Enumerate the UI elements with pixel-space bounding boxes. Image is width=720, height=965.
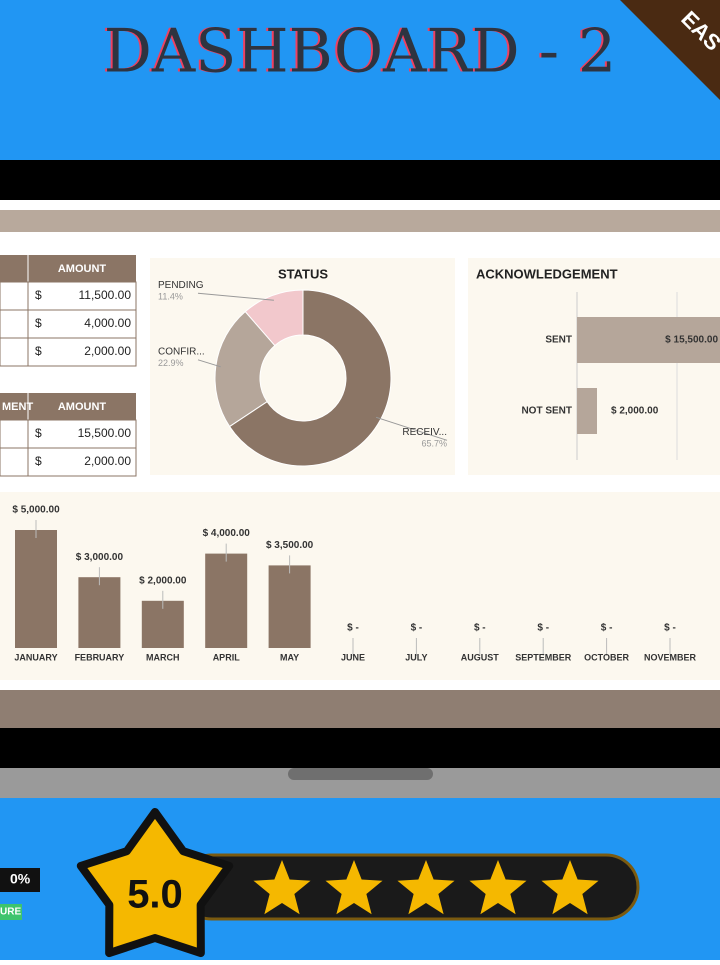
slice-label: CONFIR... [158, 346, 205, 357]
x-tick-label: JUNE [341, 652, 365, 662]
bar [577, 388, 597, 434]
bar-category: NOT SENT [521, 406, 572, 417]
badge [0, 868, 40, 892]
score-star [76, 808, 234, 958]
bar [268, 565, 311, 648]
slice-label: PENDING [158, 280, 204, 291]
slice-label: RECEIV... [402, 427, 447, 438]
chart-title: ACKNOWLEDGEMENT [476, 266, 618, 281]
x-tick-label: SEPTEMBER [515, 652, 572, 662]
rating-star [253, 860, 311, 915]
badge-percent: 0% [10, 871, 31, 887]
amount-cell: 11,500.00 [79, 288, 132, 302]
leader-line [375, 416, 448, 441]
bar-value: $ 4,000.00 [203, 528, 251, 539]
bar [78, 577, 121, 648]
rating-star [397, 860, 455, 915]
title-strip [0, 210, 720, 232]
bar-value: $ 2,000.00 [611, 406, 659, 417]
screen-bezel [0, 160, 720, 200]
screen-bezel [0, 728, 720, 768]
badge-strip [0, 904, 22, 920]
badge-text: URE [0, 907, 21, 918]
laptop-notch [288, 768, 433, 780]
title: DASHBOARD - 2 [104, 17, 616, 87]
amount-cell: 2,000.00 [84, 344, 131, 358]
donut-slice [214, 310, 276, 428]
x-tick-label: MAY [280, 652, 299, 662]
bar-value: $ 3,500.00 [266, 540, 314, 551]
x-tick-label: FEBRUARY [75, 652, 125, 662]
table-header [0, 393, 136, 420]
currency-cell: $ [35, 454, 42, 468]
bar-value: $ - [664, 623, 676, 634]
bar-value: $ 3,000.00 [76, 552, 124, 563]
donut-slice [228, 289, 392, 467]
x-tick-label: JULY [405, 652, 427, 662]
currency-cell: $ [35, 288, 42, 302]
x-tick-label: MARCH [146, 652, 180, 662]
ack-panel [468, 258, 720, 475]
bar [205, 553, 248, 648]
leader-line [197, 359, 221, 368]
currency-cell: $ [35, 426, 42, 440]
currency-cell: $ [35, 316, 42, 330]
slice-value: 11.4% [158, 292, 183, 302]
score: 5.0 [127, 873, 183, 917]
header-cell: MENT [2, 401, 33, 413]
footer-strip [0, 690, 720, 728]
table-header [0, 255, 136, 282]
bar-value: $ - [474, 623, 486, 634]
rating-star [541, 860, 599, 915]
table-row [0, 447, 137, 477]
currency-cell: $ [35, 344, 42, 358]
bar-value: $ 15,500.00 [665, 335, 718, 346]
rating-star [325, 860, 383, 915]
bar-value: $ - [411, 623, 423, 634]
table-row [0, 309, 137, 339]
ribbon [620, 0, 720, 100]
x-tick-label: AUGUST [461, 652, 500, 662]
bar [577, 317, 720, 363]
bar-value: $ - [347, 623, 359, 634]
rating-star [469, 860, 527, 915]
bar-category: SENT [545, 335, 572, 346]
amount-cell: 15,500.00 [78, 426, 132, 440]
amount-cell: 4,000.00 [84, 316, 131, 330]
x-tick-label: NOVEMBER [644, 652, 697, 662]
bar-value: $ - [601, 623, 613, 634]
x-tick-label: JANUARY [14, 652, 57, 662]
chart-title: STATUS [278, 266, 328, 281]
title-shadow: DASHBOARD - 2 [102, 17, 614, 87]
slice-value: 65.7% [421, 439, 447, 449]
amount-cell: 2,000.00 [84, 454, 131, 468]
table-row [0, 419, 137, 449]
x-tick-label: APRIL [213, 652, 241, 662]
header-cell: AMOUNT [58, 263, 107, 275]
bar-value: $ 5,000.00 [12, 505, 60, 516]
leader-line [197, 292, 274, 301]
bar-value: $ - [537, 623, 549, 634]
bar-value: $ 2,000.00 [139, 575, 187, 586]
bar [15, 530, 57, 648]
table-row [0, 337, 137, 367]
header-cell: AMOUNT [58, 401, 107, 413]
slice-value: 22.9% [158, 358, 184, 368]
x-tick-label: OCTOBER [584, 652, 629, 662]
